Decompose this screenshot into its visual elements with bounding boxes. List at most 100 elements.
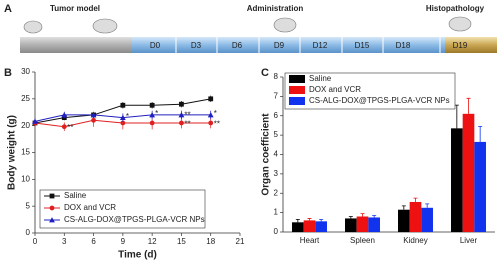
y-tick-label: 6 bbox=[274, 111, 279, 120]
x-tick-label: Heart bbox=[300, 236, 320, 245]
bar bbox=[315, 221, 327, 232]
stage-label: Histopathology bbox=[426, 4, 485, 13]
timeline-segment bbox=[445, 37, 497, 53]
marker bbox=[90, 112, 97, 118]
day-label: D15 bbox=[355, 41, 370, 50]
error-bar bbox=[413, 197, 418, 202]
marker bbox=[120, 120, 126, 126]
bar bbox=[303, 220, 316, 232]
marker bbox=[49, 205, 55, 211]
marker bbox=[149, 112, 156, 118]
legend-box bbox=[39, 189, 206, 229]
bar bbox=[409, 201, 422, 232]
error-bar bbox=[425, 203, 430, 208]
bar bbox=[356, 216, 369, 232]
marker bbox=[49, 217, 55, 223]
x-tick-label: 3 bbox=[62, 237, 67, 246]
x-tick-label: Kidney bbox=[403, 236, 427, 245]
marker bbox=[149, 102, 155, 108]
x-tick-label: 12 bbox=[148, 237, 157, 246]
bar bbox=[462, 113, 475, 232]
bar bbox=[474, 141, 486, 232]
x-tick-label: 9 bbox=[121, 237, 126, 246]
timeline-segment bbox=[20, 37, 132, 53]
day-label: D18 bbox=[396, 41, 411, 50]
x-axis-label: Time (d) bbox=[118, 250, 157, 261]
y-axis-label: Body weight (g) bbox=[7, 115, 18, 190]
bar bbox=[451, 128, 463, 232]
y-tick-label: 4 bbox=[274, 150, 279, 159]
error-bar bbox=[348, 216, 353, 219]
x-tick-label: 0 bbox=[33, 237, 38, 246]
y-tick-label: 20 bbox=[21, 121, 30, 130]
annotation: ** bbox=[184, 111, 190, 120]
stage-label: Tumor model bbox=[50, 4, 100, 13]
marker bbox=[49, 193, 55, 199]
stage-label: Administration bbox=[247, 4, 304, 13]
annotation: ** bbox=[214, 120, 220, 129]
legend-swatch bbox=[289, 86, 305, 94]
bar bbox=[398, 209, 410, 232]
annotation: * bbox=[155, 109, 158, 118]
legend-swatch bbox=[289, 75, 305, 83]
annotation: * bbox=[214, 109, 217, 118]
y-tick-label: 30 bbox=[21, 67, 30, 76]
error-bar bbox=[319, 219, 324, 222]
legend-label: Saline bbox=[64, 191, 87, 200]
y-tick-label: 2 bbox=[274, 188, 279, 197]
error-bar bbox=[401, 205, 406, 210]
marker bbox=[208, 96, 214, 102]
bar bbox=[368, 217, 380, 232]
day-label: D3 bbox=[191, 41, 202, 50]
y-axis-label: Organ coefficient bbox=[261, 113, 272, 196]
error-bar bbox=[295, 219, 300, 223]
marker bbox=[179, 101, 184, 107]
marker bbox=[61, 112, 68, 118]
error-bar bbox=[454, 104, 459, 129]
y-tick-label: 0 bbox=[26, 228, 31, 237]
legend-swatch bbox=[289, 97, 305, 105]
mouse-icons bbox=[23, 16, 472, 34]
day-label: D19 bbox=[453, 41, 468, 50]
error-bar bbox=[360, 213, 365, 217]
y-tick-label: 3 bbox=[274, 169, 279, 178]
marker bbox=[61, 124, 67, 130]
marker bbox=[120, 102, 126, 108]
timeline-segment bbox=[132, 37, 445, 53]
day-label: D9 bbox=[274, 41, 285, 50]
y-tick-label: 10 bbox=[21, 174, 30, 183]
error-bar bbox=[466, 97, 471, 114]
y-tick-label: 15 bbox=[21, 148, 30, 157]
y-tick-label: 0 bbox=[274, 227, 279, 236]
legend-label: CS-ALG-DOX@TPGS-PLGA-VCR NPs bbox=[309, 96, 450, 105]
annotation: ** bbox=[184, 120, 190, 129]
day-label: D6 bbox=[232, 41, 243, 50]
panel-label: A bbox=[4, 3, 12, 15]
legend-label: DOX and VCR bbox=[309, 85, 361, 94]
x-tick-label: 15 bbox=[177, 237, 186, 246]
bar bbox=[292, 222, 304, 232]
x-tick-label: Spleen bbox=[350, 236, 375, 245]
x-tick-label: 6 bbox=[91, 237, 96, 246]
legend-label: Saline bbox=[309, 74, 332, 83]
error-bar bbox=[478, 126, 483, 142]
annotation: ** bbox=[67, 123, 73, 132]
y-tick-label: 25 bbox=[21, 94, 30, 103]
y-tick-label: 1 bbox=[274, 208, 279, 217]
marker bbox=[149, 120, 155, 126]
marker bbox=[207, 112, 214, 118]
legend-label: DOX and VCR bbox=[64, 203, 116, 212]
error-bar bbox=[372, 215, 377, 218]
marker bbox=[32, 118, 38, 124]
legend-box bbox=[284, 72, 456, 110]
day-label: D0 bbox=[150, 41, 161, 50]
day-label: D12 bbox=[313, 41, 328, 50]
marker bbox=[179, 120, 184, 126]
panel-label: B bbox=[4, 67, 12, 79]
y-tick-label: 5 bbox=[26, 201, 31, 210]
marker bbox=[208, 120, 214, 126]
y-tick-label: 7 bbox=[274, 91, 279, 100]
x-tick-label: 21 bbox=[236, 237, 245, 246]
panel-label: C bbox=[261, 67, 269, 79]
